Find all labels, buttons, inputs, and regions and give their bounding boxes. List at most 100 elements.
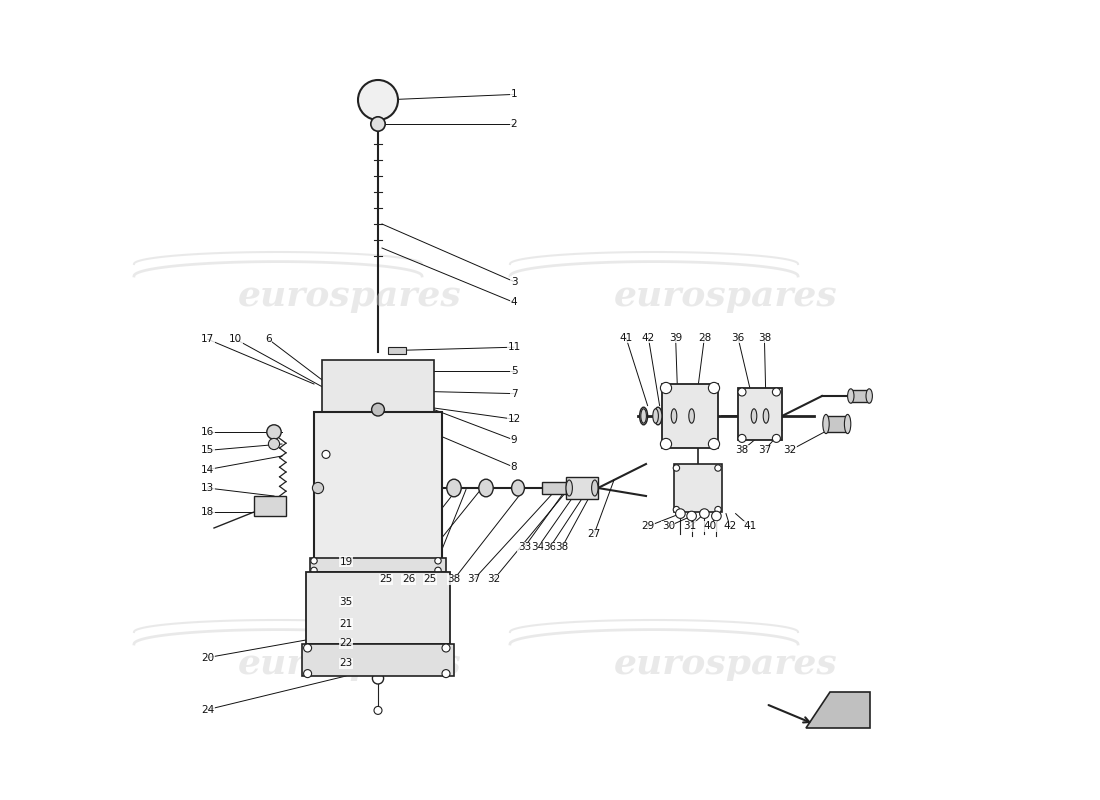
Circle shape — [700, 509, 710, 518]
Text: 36: 36 — [732, 333, 745, 342]
Ellipse shape — [566, 480, 572, 496]
Text: 38: 38 — [448, 574, 461, 584]
Bar — [302, 644, 454, 676]
Text: 39: 39 — [669, 333, 682, 342]
Circle shape — [434, 567, 441, 574]
Text: 25: 25 — [424, 574, 437, 584]
Text: 17: 17 — [201, 334, 214, 344]
Ellipse shape — [671, 409, 676, 423]
Circle shape — [660, 382, 672, 394]
Circle shape — [708, 382, 719, 394]
Circle shape — [304, 644, 311, 652]
Text: 26: 26 — [402, 574, 415, 584]
Text: 32: 32 — [783, 446, 796, 455]
Text: 3: 3 — [510, 277, 517, 286]
Ellipse shape — [763, 409, 769, 423]
Circle shape — [434, 558, 441, 564]
Polygon shape — [806, 692, 870, 728]
Text: 38: 38 — [736, 446, 749, 455]
Text: 38: 38 — [758, 333, 771, 342]
Text: 42: 42 — [724, 522, 737, 531]
Circle shape — [686, 511, 696, 521]
Ellipse shape — [639, 407, 648, 425]
Ellipse shape — [512, 480, 525, 496]
Bar — [314, 412, 442, 560]
Circle shape — [715, 506, 722, 513]
Ellipse shape — [689, 409, 694, 423]
Text: 4: 4 — [510, 298, 517, 307]
Text: 6: 6 — [265, 334, 272, 344]
Text: 13: 13 — [201, 483, 214, 493]
Bar — [542, 482, 566, 494]
Ellipse shape — [654, 407, 662, 425]
Text: 9: 9 — [510, 435, 517, 445]
Text: 18: 18 — [201, 507, 214, 517]
Text: 27: 27 — [587, 530, 601, 539]
Circle shape — [322, 450, 330, 458]
Circle shape — [442, 644, 450, 652]
Circle shape — [311, 558, 317, 564]
Circle shape — [374, 706, 382, 714]
Ellipse shape — [652, 409, 659, 423]
Text: 8: 8 — [510, 462, 517, 472]
Bar — [826, 416, 848, 432]
Text: 38: 38 — [556, 542, 569, 552]
Text: 25: 25 — [379, 574, 393, 584]
Circle shape — [268, 438, 279, 450]
Text: 41: 41 — [744, 522, 757, 531]
Ellipse shape — [447, 479, 461, 497]
Text: 14: 14 — [201, 465, 214, 474]
Circle shape — [311, 567, 317, 574]
Text: 42: 42 — [641, 333, 654, 342]
Circle shape — [675, 509, 685, 518]
Circle shape — [715, 465, 722, 471]
Circle shape — [312, 482, 323, 494]
Ellipse shape — [848, 389, 854, 403]
Text: 30: 30 — [662, 522, 675, 531]
Text: 16: 16 — [201, 427, 214, 437]
Text: 31: 31 — [683, 522, 696, 531]
Bar — [738, 388, 782, 440]
Text: 10: 10 — [229, 334, 242, 344]
Circle shape — [673, 506, 680, 513]
Text: eurospares: eurospares — [614, 647, 838, 681]
Text: 15: 15 — [201, 446, 214, 455]
Circle shape — [442, 670, 450, 678]
Text: 34: 34 — [531, 542, 544, 552]
Text: 32: 32 — [487, 574, 500, 584]
Bar — [306, 572, 450, 644]
Bar — [566, 477, 598, 499]
Circle shape — [267, 425, 282, 439]
Text: eurospares: eurospares — [238, 647, 462, 681]
Text: 40: 40 — [703, 522, 716, 531]
Text: 23: 23 — [340, 658, 353, 668]
Text: 22: 22 — [340, 638, 353, 648]
Text: 28: 28 — [697, 333, 711, 342]
Circle shape — [708, 438, 719, 450]
Bar — [310, 558, 446, 572]
Ellipse shape — [478, 479, 493, 497]
Text: 19: 19 — [340, 557, 353, 566]
Bar — [850, 390, 870, 402]
Text: 12: 12 — [507, 414, 520, 424]
Text: 2: 2 — [510, 119, 517, 129]
Circle shape — [372, 403, 384, 416]
Ellipse shape — [823, 414, 829, 434]
Circle shape — [304, 670, 311, 678]
Circle shape — [738, 434, 746, 442]
Ellipse shape — [641, 409, 647, 423]
Text: 24: 24 — [201, 705, 214, 714]
Circle shape — [673, 465, 680, 471]
Circle shape — [373, 673, 384, 684]
Ellipse shape — [751, 409, 757, 423]
Ellipse shape — [866, 389, 872, 403]
Text: 33: 33 — [518, 542, 531, 552]
Circle shape — [371, 117, 385, 131]
Text: 5: 5 — [510, 366, 517, 376]
Text: 1: 1 — [510, 90, 517, 99]
Bar — [322, 360, 434, 412]
Text: 41: 41 — [619, 333, 632, 342]
Text: 20: 20 — [201, 653, 214, 662]
Text: eurospares: eurospares — [614, 279, 838, 313]
Text: eurospares: eurospares — [238, 279, 462, 313]
